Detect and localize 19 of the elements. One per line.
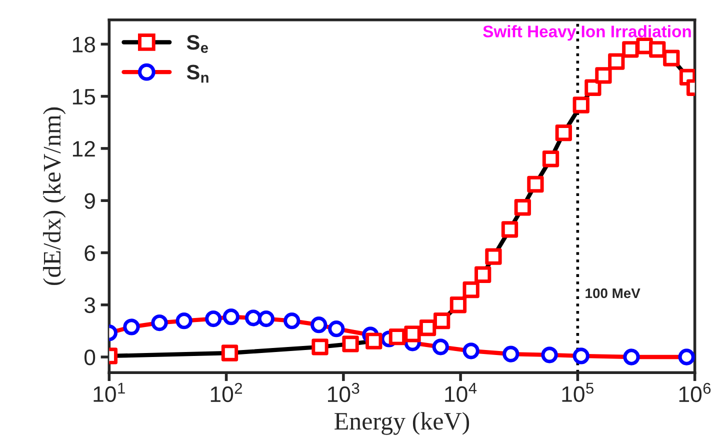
annotation: Swift Heavy Ion Irradiation xyxy=(483,25,691,41)
legend-label: S$_{n}$ xyxy=(186,64,208,83)
legend-label: S$_{e}$ xyxy=(186,34,208,53)
y-tick-label: 6 xyxy=(84,245,96,261)
y-tick-label: 0 xyxy=(84,350,96,366)
x-tick-label: 10$^{6}$ xyxy=(679,382,711,402)
ref-line-label: 100 MeV xyxy=(586,288,640,298)
y-axis-title: (dE/dx) (keV/nm) xyxy=(43,107,66,286)
y-tick-label: 9 xyxy=(84,193,95,209)
y-tick-label: 18 xyxy=(72,36,96,52)
y-tick-label: 3 xyxy=(84,297,96,314)
x-tick-label: 10$^{1}$ xyxy=(94,382,125,402)
x-tick-label: 10$^{4}$ xyxy=(445,382,477,402)
y-tick-label: 15 xyxy=(72,89,96,105)
x-tick-label: 10$^{3}$ xyxy=(328,382,360,402)
x-axis-title: Energy (keV) xyxy=(334,412,470,435)
x-tick-label: 10$^{2}$ xyxy=(210,382,242,402)
x-tick-label: 10$^{5}$ xyxy=(562,382,594,402)
y-tick-label: 12 xyxy=(72,140,95,157)
